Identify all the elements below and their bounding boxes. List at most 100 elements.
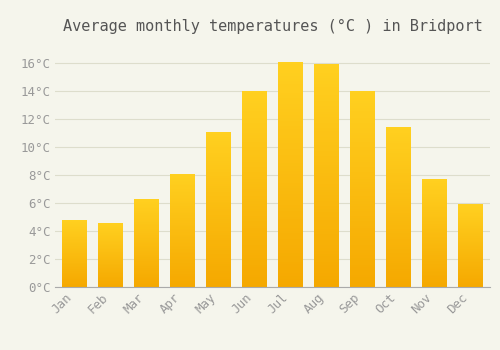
Bar bbox=[350, 91, 375, 93]
Bar bbox=[170, 236, 195, 237]
Bar bbox=[170, 219, 195, 220]
Bar bbox=[278, 247, 303, 250]
Bar bbox=[206, 170, 231, 173]
Bar bbox=[242, 128, 267, 130]
Bar bbox=[350, 240, 375, 243]
Bar bbox=[314, 140, 339, 142]
Bar bbox=[350, 267, 375, 270]
Bar bbox=[422, 184, 447, 186]
Bar bbox=[98, 234, 124, 236]
Bar bbox=[170, 183, 195, 185]
Bar bbox=[386, 217, 411, 219]
Bar bbox=[386, 165, 411, 167]
Bar bbox=[242, 267, 267, 270]
Bar bbox=[242, 194, 267, 196]
Bar bbox=[422, 228, 447, 229]
Bar bbox=[458, 255, 483, 256]
Bar bbox=[242, 138, 267, 140]
Bar bbox=[206, 227, 231, 229]
Bar bbox=[206, 153, 231, 155]
Bar bbox=[206, 182, 231, 184]
Bar bbox=[422, 253, 447, 255]
Bar bbox=[242, 189, 267, 191]
Bar bbox=[206, 159, 231, 161]
Bar bbox=[134, 278, 160, 279]
Bar bbox=[314, 257, 339, 259]
Bar bbox=[134, 276, 160, 277]
Bar bbox=[206, 178, 231, 180]
Bar bbox=[386, 213, 411, 215]
Bar bbox=[242, 233, 267, 236]
Bar bbox=[98, 225, 124, 226]
Bar bbox=[206, 285, 231, 287]
Bar bbox=[242, 182, 267, 184]
Bar bbox=[350, 272, 375, 275]
Bar bbox=[62, 232, 88, 233]
Bar bbox=[278, 236, 303, 239]
Bar bbox=[98, 242, 124, 243]
Bar bbox=[134, 267, 160, 268]
Bar bbox=[62, 282, 88, 283]
Bar bbox=[350, 182, 375, 184]
Bar bbox=[350, 221, 375, 223]
Bar bbox=[62, 233, 88, 234]
Bar bbox=[62, 254, 88, 255]
Bar bbox=[98, 227, 124, 228]
Bar bbox=[134, 211, 160, 212]
Bar bbox=[170, 230, 195, 232]
Bar bbox=[134, 266, 160, 267]
Bar bbox=[134, 222, 160, 223]
Bar bbox=[170, 254, 195, 256]
Bar bbox=[278, 245, 303, 247]
Bar bbox=[98, 261, 124, 262]
Bar bbox=[170, 243, 195, 244]
Bar bbox=[170, 259, 195, 260]
Bar bbox=[62, 275, 88, 276]
Bar bbox=[314, 170, 339, 173]
Bar bbox=[278, 152, 303, 155]
Bar bbox=[278, 124, 303, 126]
Bar bbox=[206, 270, 231, 272]
Bar bbox=[314, 209, 339, 212]
Bar bbox=[206, 167, 231, 168]
Bar bbox=[422, 240, 447, 241]
Bar bbox=[422, 221, 447, 222]
Bar bbox=[206, 240, 231, 242]
Bar bbox=[422, 201, 447, 202]
Bar bbox=[242, 140, 267, 142]
Bar bbox=[314, 128, 339, 131]
Bar bbox=[278, 284, 303, 287]
Bar bbox=[134, 236, 160, 237]
Bar bbox=[386, 265, 411, 267]
Bar bbox=[170, 244, 195, 246]
Bar bbox=[206, 184, 231, 186]
Bar bbox=[350, 111, 375, 113]
Bar bbox=[314, 267, 339, 270]
Bar bbox=[278, 273, 303, 276]
Bar bbox=[350, 275, 375, 277]
Bar bbox=[170, 257, 195, 259]
Bar bbox=[422, 268, 447, 270]
Bar bbox=[350, 162, 375, 164]
Bar bbox=[62, 250, 88, 251]
Bar bbox=[422, 229, 447, 230]
Bar bbox=[386, 189, 411, 191]
Bar bbox=[422, 278, 447, 279]
Bar bbox=[206, 163, 231, 164]
Bar bbox=[314, 117, 339, 120]
Bar bbox=[170, 218, 195, 219]
Bar bbox=[278, 73, 303, 76]
Bar bbox=[422, 224, 447, 225]
Bar bbox=[206, 234, 231, 237]
Bar bbox=[386, 145, 411, 147]
Bar bbox=[242, 108, 267, 111]
Bar bbox=[386, 267, 411, 269]
Bar bbox=[98, 285, 124, 286]
Bar bbox=[458, 235, 483, 236]
Bar bbox=[242, 243, 267, 245]
Bar bbox=[458, 262, 483, 263]
Bar bbox=[242, 150, 267, 152]
Bar bbox=[278, 186, 303, 188]
Bar bbox=[458, 238, 483, 239]
Bar bbox=[422, 195, 447, 197]
